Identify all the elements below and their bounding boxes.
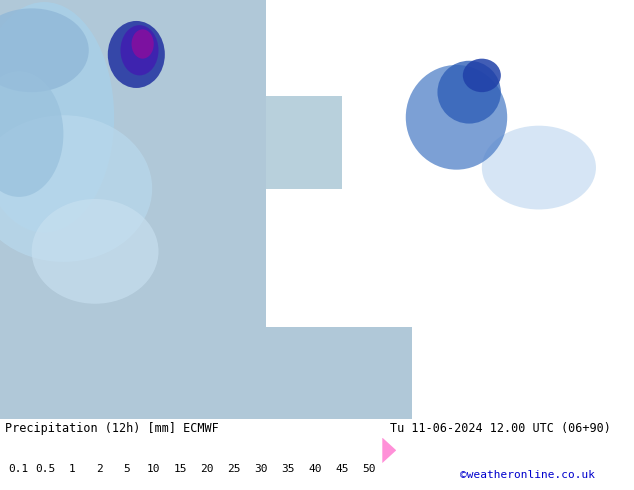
Text: 20: 20 xyxy=(200,464,214,474)
Text: ©weatheronline.co.uk: ©weatheronline.co.uk xyxy=(460,470,595,480)
Bar xyxy=(0,0,266,419)
Ellipse shape xyxy=(132,29,153,59)
Ellipse shape xyxy=(120,25,158,75)
Text: 10: 10 xyxy=(146,464,160,474)
Ellipse shape xyxy=(0,115,152,262)
Text: 25: 25 xyxy=(228,464,241,474)
Ellipse shape xyxy=(406,65,507,170)
Text: 15: 15 xyxy=(174,464,187,474)
Ellipse shape xyxy=(32,199,158,304)
Ellipse shape xyxy=(482,125,596,210)
Ellipse shape xyxy=(0,71,63,197)
Text: Precipitation (12h) [mm] ECMWF: Precipitation (12h) [mm] ECMWF xyxy=(5,422,219,436)
Text: 1: 1 xyxy=(69,464,76,474)
Ellipse shape xyxy=(437,61,501,123)
Ellipse shape xyxy=(0,2,114,233)
Ellipse shape xyxy=(108,21,165,88)
Text: 35: 35 xyxy=(281,464,295,474)
Text: 30: 30 xyxy=(254,464,268,474)
Text: Tu 11-06-2024 12.00 UTC (06+90): Tu 11-06-2024 12.00 UTC (06+90) xyxy=(390,422,611,436)
Text: 50: 50 xyxy=(362,464,375,474)
Bar xyxy=(222,327,412,419)
Text: 0.5: 0.5 xyxy=(36,464,56,474)
Text: 2: 2 xyxy=(96,464,103,474)
Ellipse shape xyxy=(0,8,89,92)
Polygon shape xyxy=(382,438,396,463)
Text: 45: 45 xyxy=(335,464,349,474)
Text: 40: 40 xyxy=(308,464,321,474)
Text: 0.1: 0.1 xyxy=(8,464,29,474)
Bar xyxy=(266,97,342,189)
Ellipse shape xyxy=(463,59,501,92)
Text: 5: 5 xyxy=(123,464,130,474)
